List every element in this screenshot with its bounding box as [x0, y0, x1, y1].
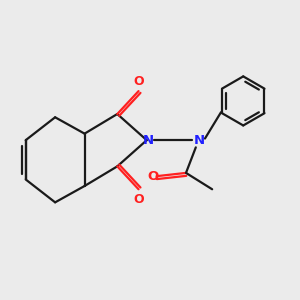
Text: O: O: [147, 170, 158, 183]
Text: O: O: [133, 193, 144, 206]
Text: O: O: [133, 75, 144, 88]
Text: N: N: [194, 134, 205, 147]
Text: N: N: [143, 134, 154, 147]
